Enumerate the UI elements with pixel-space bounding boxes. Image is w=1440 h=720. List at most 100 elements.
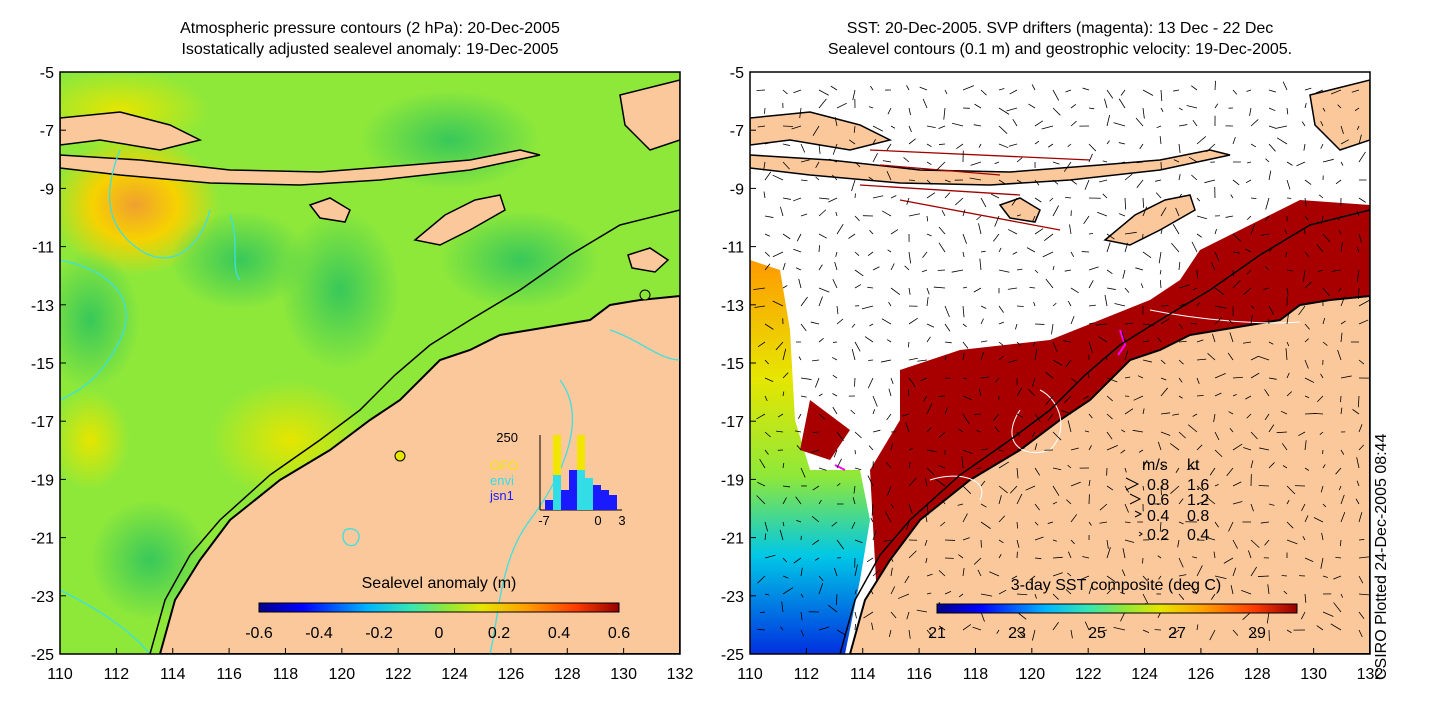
velocity-vector — [1301, 503, 1306, 512]
velocity-vector — [1120, 592, 1126, 595]
velocity-vector — [1113, 122, 1126, 127]
velocity-vector — [1243, 287, 1252, 296]
velocity-vector — [1106, 413, 1113, 420]
velocity-vector — [793, 248, 802, 253]
velocity-vector — [818, 89, 829, 96]
velocity-vector — [1244, 248, 1252, 253]
velocity-vector — [890, 195, 897, 199]
velocity-vector — [1260, 521, 1270, 524]
velocity-vector — [1106, 287, 1116, 290]
velocity-vector — [836, 102, 847, 109]
left-x-tick-label: 112 — [104, 666, 130, 683]
velocity-vector — [836, 431, 844, 442]
velocity-vector — [980, 197, 987, 208]
velocity-vector — [1052, 359, 1063, 366]
left-y-tick-label: -17 — [31, 414, 54, 431]
velocity-vector — [1178, 143, 1181, 154]
velocity-vector — [908, 287, 911, 295]
velocity-vector — [902, 413, 910, 417]
velocity-vector — [1214, 521, 1219, 528]
velocity-vector — [835, 593, 838, 606]
velocity-vector — [1358, 556, 1370, 559]
velocity-vector — [1178, 193, 1182, 199]
velocity-vector — [782, 161, 790, 170]
velocity-vector — [1340, 242, 1343, 253]
velocity-vector — [1228, 319, 1234, 325]
right-y-tick-label: -5 — [730, 65, 744, 82]
velocity-vector — [832, 278, 838, 289]
velocity-vector — [1124, 350, 1129, 361]
velocity-vector — [904, 265, 910, 271]
velocity-vector — [1282, 465, 1288, 469]
velocity-vector — [800, 179, 808, 182]
hist-bar — [545, 500, 553, 510]
velocity-vector — [1052, 341, 1058, 353]
hist-legend-gfo: GFO — [490, 458, 518, 473]
velocity-vector — [764, 593, 770, 596]
velocity-vector — [1033, 301, 1036, 307]
velocity-vector — [1016, 413, 1024, 418]
velocity-vector — [1246, 89, 1252, 92]
velocity-vector — [832, 143, 838, 155]
velocity-vector — [815, 161, 820, 168]
velocity-vector — [1034, 228, 1044, 235]
velocity-vector — [764, 141, 773, 145]
velocity-vector — [926, 143, 932, 148]
left-x-tick-label: 120 — [328, 666, 355, 683]
velocity-vector — [938, 226, 946, 235]
velocity-vector — [1264, 389, 1270, 397]
velocity-vector — [1157, 555, 1162, 559]
velocity-vector — [1196, 302, 1200, 307]
velocity-vector — [1268, 125, 1276, 129]
velocity-vector — [851, 323, 856, 328]
velocity-vector — [1250, 119, 1259, 127]
velocity-vector — [836, 629, 846, 636]
velocity-vector — [1213, 551, 1216, 559]
velocity-vector — [1286, 539, 1298, 545]
velocity-vector — [887, 249, 892, 253]
velocity-vector — [1322, 464, 1326, 469]
velocity-vector — [812, 359, 820, 362]
velocity-vector — [1026, 247, 1036, 253]
velocity-vector — [908, 138, 916, 145]
velocity-vector — [764, 251, 771, 257]
velocity-vector — [962, 352, 965, 361]
velocity-vector — [1246, 413, 1252, 419]
velocity-vector — [811, 516, 820, 523]
velocity-vector — [872, 139, 876, 145]
right-y-tick-label: -21 — [721, 531, 744, 548]
velocity-vector — [933, 286, 946, 289]
velocity-vector — [866, 557, 874, 563]
hist-xtick: -7 — [538, 513, 550, 528]
left-colorbar-label: Sealevel anomaly (m) — [362, 575, 517, 592]
velocity-vector — [777, 413, 784, 418]
velocity-vector — [1070, 514, 1078, 523]
velocity-vector — [1229, 332, 1234, 343]
velocity-vector — [764, 521, 769, 532]
velocity-vector — [1066, 499, 1072, 505]
velocity-vector — [1192, 413, 1198, 417]
velocity-vector — [1016, 179, 1022, 183]
velocity-legend-value: 0.2 — [1147, 527, 1169, 544]
velocity-vector — [1286, 341, 1290, 347]
velocity-vector — [1158, 575, 1162, 580]
velocity-vector — [764, 323, 774, 330]
velocity-vector — [834, 116, 838, 127]
velocity-vector — [1082, 395, 1090, 400]
velocity-vector — [818, 582, 824, 595]
svp-drifter-track — [834, 464, 846, 471]
velocity-vector — [1121, 429, 1126, 433]
velocity-vector — [1106, 587, 1114, 595]
velocity-vector — [1196, 500, 1208, 505]
velocity-vector — [764, 377, 774, 382]
velocity-vector — [1304, 228, 1306, 235]
right-panel-title: SST: 20-Dec-2005. SVP drifters (magenta)… — [750, 18, 1370, 60]
velocity-vector — [1052, 556, 1063, 559]
velocity-vector — [1247, 161, 1252, 164]
shelf-edge-contour — [149, 209, 680, 654]
right-title-line2: Sealevel contours (0.1 m) and geostrophi… — [827, 41, 1293, 58]
velocity-vector — [998, 515, 1006, 523]
velocity-vector — [872, 195, 884, 199]
velocity-vector — [763, 161, 766, 171]
velocity-vector — [1245, 179, 1252, 184]
